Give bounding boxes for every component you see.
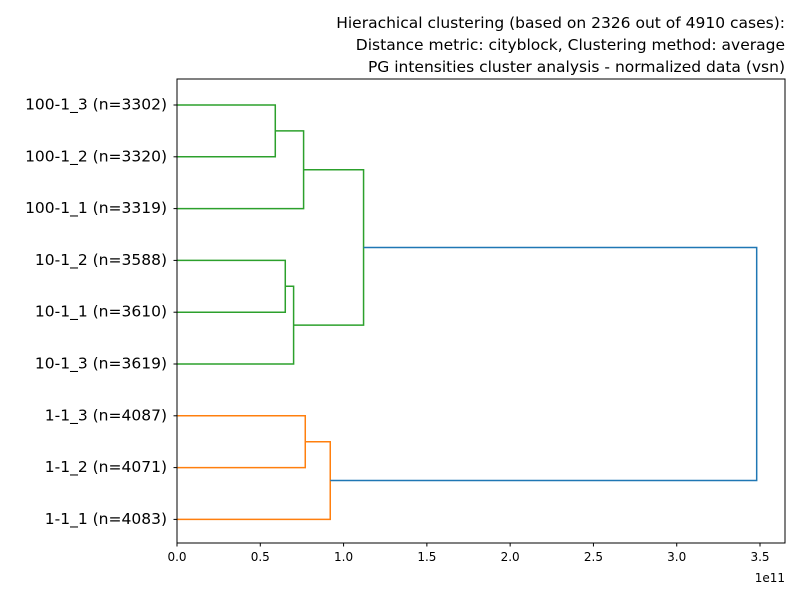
x-tick-label: 2.0: [501, 550, 520, 564]
leaf-label: 1-1_2 (n=4071): [45, 458, 167, 477]
leaf-label: 100-1_1 (n=3319): [25, 199, 167, 218]
x-tick-label: 2.5: [584, 550, 603, 564]
leaf-label: 10-1_3 (n=3619): [35, 355, 167, 374]
dendrogram-link: [330, 246, 758, 482]
leaf-labels: 100-1_3 (n=3302) 100-1_2 (n=3320) 100-1_1 …: [25, 96, 177, 529]
x-tick-label: 0.0: [167, 550, 186, 564]
chart-title-line: Distance metric: cityblock, Clustering m…: [356, 36, 785, 54]
plot-frame: [176, 78, 786, 544]
leaf-label: 100-1_3 (n=3302): [25, 96, 167, 115]
leaf-label: 10-1_1 (n=3610): [35, 303, 167, 322]
leaf-label: 1-1_3 (n=4087): [45, 406, 167, 425]
leaf-label: 10-1_2 (n=3588): [35, 251, 167, 270]
dendrogram-link: [177, 104, 277, 158]
chart-title-line: PG intensities cluster analysis - normal…: [368, 58, 785, 76]
x-tick-label: 1.0: [334, 550, 353, 564]
leaf-label: 1-1_1 (n=4083): [45, 510, 167, 529]
chart-title-line: Hierachical clustering (based on 2326 ou…: [336, 14, 785, 32]
dendrogram-link: [177, 415, 307, 469]
x-tick-label: 3.5: [750, 550, 769, 564]
x-tick-label: 0.5: [251, 550, 270, 564]
leaf-label: 100-1_2 (n=3320): [25, 147, 167, 166]
chart-title: Hierachical clustering (based on 2326 ou…: [336, 14, 785, 76]
dendrogram-link: [177, 440, 331, 521]
x-tick-label: 3.0: [667, 550, 686, 564]
x-axis-offset-text: 1e11: [755, 571, 785, 585]
dendrogram-links: [177, 104, 758, 521]
x-axis-ticks: 0.0 0.5 1.0 1.5 2.0 2.5 3.0 3.5: [167, 543, 770, 564]
dendrogram-link: [177, 285, 295, 365]
x-tick-label: 1.5: [417, 550, 436, 564]
dendrogram-link: [177, 130, 305, 210]
dendrogram-link: [177, 259, 287, 313]
